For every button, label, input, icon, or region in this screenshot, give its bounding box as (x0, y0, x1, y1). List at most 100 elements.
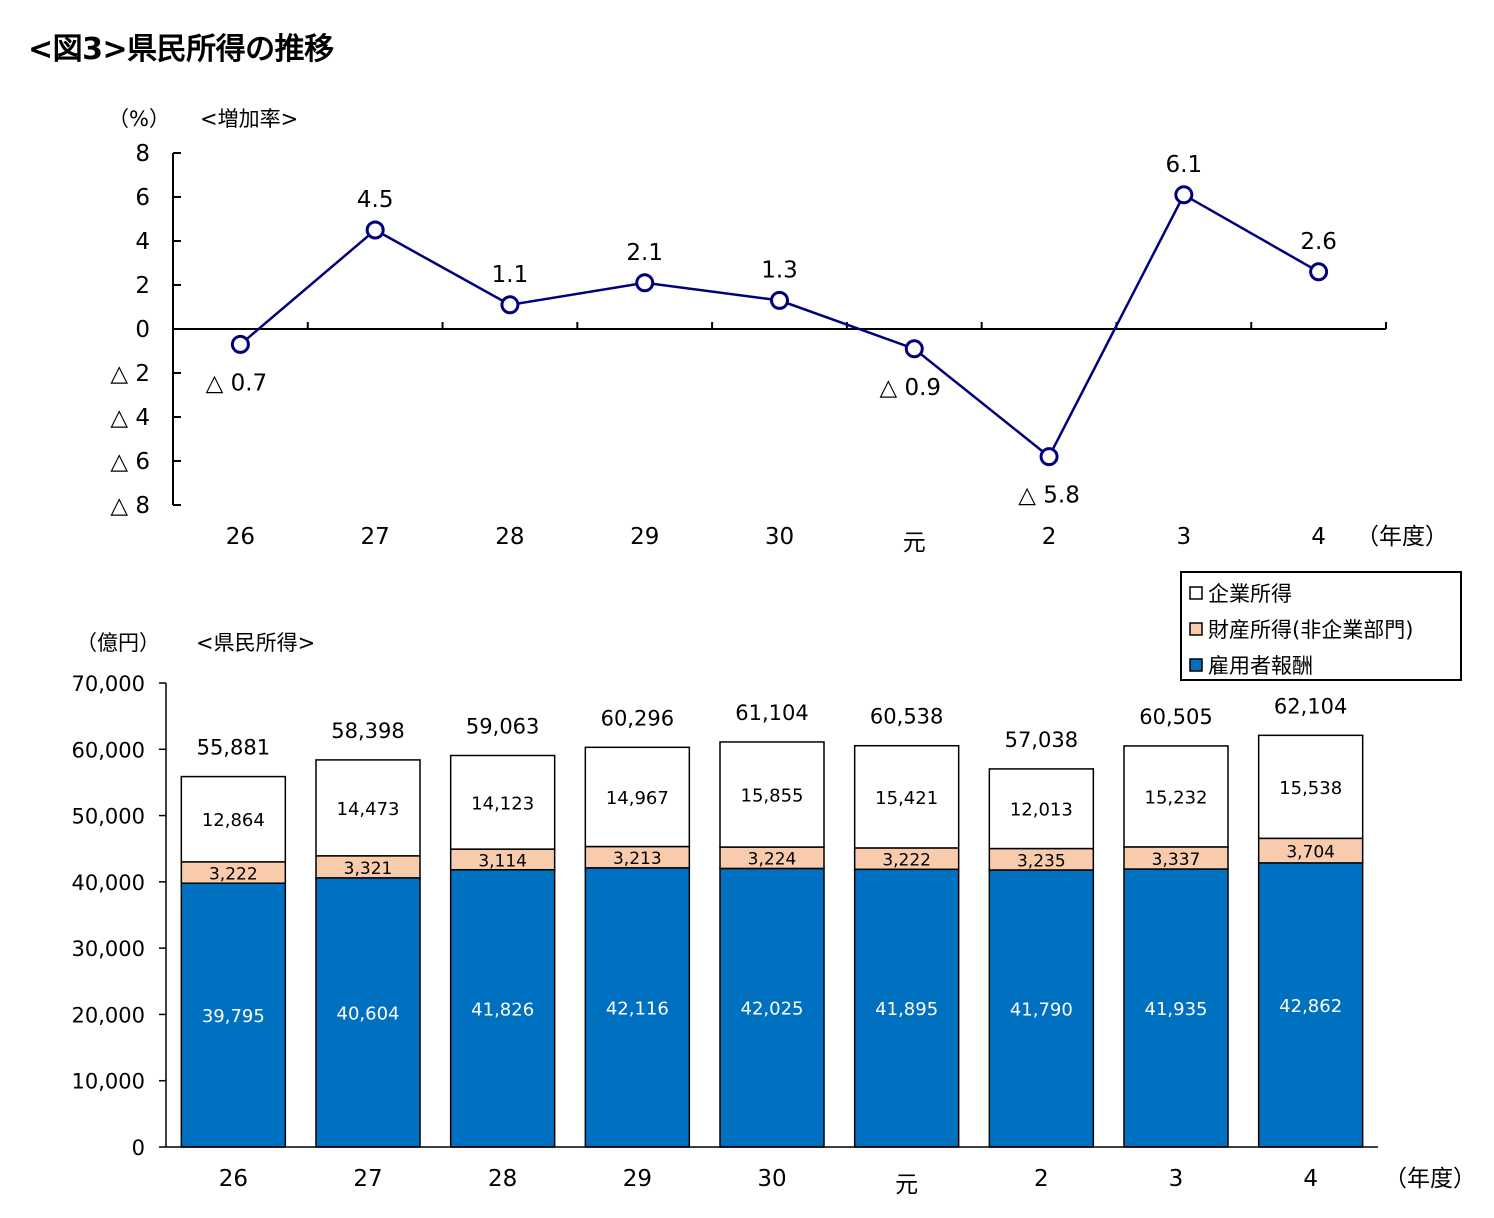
bar-chart-x-tick-label: 元 (895, 1172, 918, 1198)
corporate-income-label: 12,864 (202, 810, 265, 831)
property-income-label: 3,321 (344, 859, 393, 879)
employee-compensation-label: 41,790 (1010, 999, 1073, 1020)
bar-total-label: 59,063 (466, 714, 539, 738)
growth-rate-data-label: △ 0.9 (879, 375, 941, 401)
bar-chart-x-tick-label: 2 (1034, 1166, 1049, 1192)
employee-compensation-label: 42,116 (606, 998, 669, 1019)
line-chart-title: <増加率> (200, 107, 298, 131)
line-chart-y-tick-label: 8 (135, 141, 150, 167)
bar-chart-x-tick-label: 27 (353, 1166, 382, 1192)
employee-compensation-label: 42,025 (741, 999, 804, 1020)
employee-compensation-label: 40,604 (337, 1003, 400, 1024)
growth-rate-point (365, 220, 385, 240)
bar-chart-x-tick-label: 28 (488, 1166, 517, 1192)
growth-rate-data-label: 6.1 (1166, 152, 1203, 178)
property-income-label: 3,213 (613, 849, 662, 869)
growth-rate-point (230, 334, 250, 354)
bar-chart-y-tick-label: 10,000 (72, 1070, 145, 1094)
property-income-label: 3,114 (478, 851, 527, 871)
bar-chart-x-tick-label: 4 (1303, 1166, 1318, 1192)
line-chart-x-tick-label: 2 (1042, 524, 1057, 550)
growth-rate-point (635, 273, 655, 293)
corporate-income-label: 15,232 (1145, 787, 1208, 808)
bar-chart-y-tick-label: 50,000 (72, 805, 145, 829)
growth-rate-point (1309, 262, 1329, 282)
property-income-label: 3,222 (882, 851, 931, 871)
growth-rate-data-label: 4.5 (357, 187, 394, 213)
line-chart-y-tick-label: 6 (135, 185, 150, 211)
corporate-income-label: 14,123 (471, 793, 534, 814)
property-income-label: 3,235 (1017, 851, 1066, 871)
bar-chart-y-tick-label: 40,000 (72, 871, 145, 895)
bar-chart-y-tick-label: 60,000 (72, 738, 145, 762)
bar-chart-x-tick-label: 3 (1169, 1166, 1184, 1192)
corporate-income-label: 14,967 (606, 788, 669, 809)
employee-compensation-segment (180, 882, 287, 1148)
employee-compensation-label: 42,862 (1279, 996, 1342, 1017)
growth-rate-data-label: 1.3 (761, 257, 798, 283)
bar-total-label: 62,104 (1274, 694, 1347, 718)
line-chart-y-tick-label: △ 8 (110, 493, 150, 519)
line-chart-x-tick-label: 28 (495, 524, 524, 550)
bar-chart-x-tick-label: 29 (623, 1166, 652, 1192)
employee-compensation-label: 41,895 (875, 999, 938, 1020)
corporate-income-segment (449, 754, 556, 850)
line-chart-y-tick-label: 0 (135, 317, 150, 343)
property-income-label: 3,337 (1152, 850, 1201, 870)
corporate-income-label: 15,538 (1279, 778, 1342, 799)
page-title: <図3>県民所得の推移 (28, 32, 334, 67)
corporate-income-label: 12,013 (1010, 800, 1073, 821)
line-chart-y-axis-label: （%） (108, 107, 170, 131)
line-chart-x-tick-label: 26 (226, 524, 255, 550)
bar-chart-x-tick-label: 30 (757, 1166, 786, 1192)
growth-rate-point (904, 339, 924, 359)
bar-total-label: 58,398 (331, 719, 404, 743)
legend-frame (1180, 571, 1462, 681)
corporate-income-segment (315, 759, 421, 857)
bar-total-label: 60,505 (1139, 705, 1212, 729)
employee-compensation-segment (1257, 862, 1364, 1148)
property-income-label: 3,224 (748, 850, 797, 870)
line-chart-y-tick-label: 2 (135, 273, 150, 299)
corporate-income-segment (180, 775, 287, 863)
bar-chart-x-tick-label: 26 (219, 1166, 248, 1192)
bar-chart-x-axis-label: （年度） (1384, 1166, 1476, 1192)
legend-swatch (1189, 658, 1203, 672)
corporate-income-label: 14,473 (337, 799, 400, 820)
bar-total-label: 57,038 (1005, 728, 1078, 752)
line-chart-x-tick-label: 29 (630, 524, 659, 550)
bar-chart-y-tick-label: 70,000 (72, 672, 145, 696)
line-chart-x-tick-label: 元 (903, 530, 926, 556)
bar-chart-y-tick-label: 30,000 (72, 937, 145, 961)
corporate-income-segment (1257, 734, 1364, 840)
line-chart-x-tick-label: 30 (765, 524, 794, 550)
legend-label: 雇用者報酬 (1208, 654, 1313, 678)
bar-chart-y-tick-label: 20,000 (72, 1003, 145, 1027)
corporate-income-segment (988, 768, 1095, 850)
bar-chart-y-axis-label: （億円） (76, 631, 160, 655)
employee-compensation-label: 41,826 (471, 999, 534, 1020)
line-chart-y-tick-label: △ 2 (110, 361, 150, 387)
growth-rate-data-label: 2.1 (626, 240, 663, 266)
growth-rate-data-label: 1.1 (492, 262, 529, 288)
growth-rate-line-chart: （%） <増加率> （年度） 8 6 4 2 0 △ 2 △ 4 △ 6 △ 8 26 27 28 29… (108, 107, 1448, 556)
property-income-segment (1257, 837, 1364, 864)
growth-rate-data-label: 2.6 (1300, 229, 1337, 255)
corporate-income-segment (719, 741, 825, 848)
property-income-label: 3,704 (1286, 843, 1335, 863)
line-chart-y-tick-label: △ 6 (110, 449, 150, 475)
bar-chart-title: <県民所得> (196, 631, 315, 655)
line-chart-x-tick-label: 3 (1177, 524, 1192, 550)
growth-rate-data-label: △ 0.7 (206, 370, 268, 396)
employee-compensation-segment (449, 869, 556, 1148)
line-chart-y-tick-label: 4 (135, 229, 150, 255)
legend-swatch (1189, 622, 1203, 636)
employee-compensation-label: 41,935 (1145, 999, 1208, 1020)
bar-total-label: 61,104 (735, 701, 808, 725)
bar-chart-y-tick-label: 0 (132, 1136, 145, 1160)
employee-compensation-label: 39,795 (202, 1006, 265, 1027)
corporate-income-segment (584, 746, 691, 848)
growth-rate-point (1174, 185, 1194, 205)
line-chart-y-tick-label: △ 4 (110, 405, 150, 431)
